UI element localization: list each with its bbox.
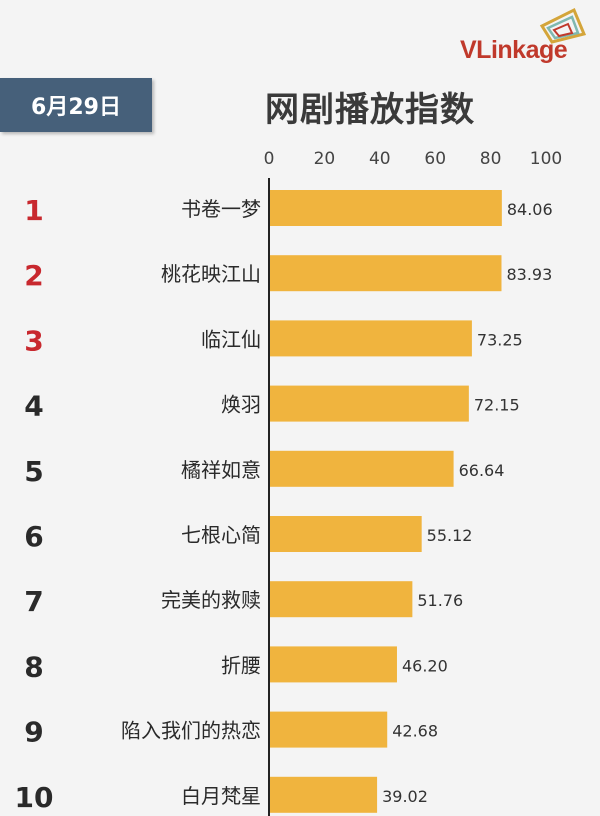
value-label: 84.06 — [507, 200, 553, 219]
chart-row: 7 完美的救赎 51.76 — [24, 581, 463, 618]
value-label: 73.25 — [477, 330, 523, 349]
logo-text: VLinkage — [460, 36, 568, 64]
rank-number: 5 — [24, 455, 43, 488]
value-label: 83.93 — [506, 265, 552, 284]
category-label: 白月梵星 — [181, 784, 261, 808]
x-tick-label: 40 — [369, 149, 391, 169]
rank-number: 10 — [15, 781, 54, 814]
date-badge: 6月29日 — [0, 78, 152, 132]
bar — [270, 581, 413, 618]
chart-row: 6 七根心简 55.12 — [24, 516, 472, 553]
chart-row: 8 折腰 46.20 — [24, 646, 448, 683]
value-label: 39.02 — [382, 787, 428, 806]
x-tick-label: 100 — [530, 149, 562, 169]
category-label: 书卷一梦 — [181, 197, 261, 221]
rank-number: 4 — [24, 390, 43, 423]
category-label: 折腰 — [221, 653, 261, 677]
bar — [270, 190, 502, 226]
x-tick-label: 60 — [424, 149, 446, 169]
bar — [270, 385, 469, 422]
chart-row: 2 桃花映江山 83.93 — [24, 255, 552, 292]
bar — [270, 711, 388, 748]
chart-row: 10 白月梵星 39.02 — [15, 776, 428, 814]
rank-number: 3 — [24, 324, 43, 357]
x-tick-label: 80 — [480, 149, 502, 169]
chart-row: 9 陷入我们的热恋 42.68 — [24, 711, 438, 749]
chart-row: 4 焕羽 72.15 — [24, 385, 520, 423]
category-label: 完美的救赎 — [161, 588, 261, 612]
category-label: 临江仙 — [201, 327, 261, 351]
rank-number: 7 — [24, 585, 43, 618]
rank-number: 8 — [24, 650, 43, 683]
bar — [270, 516, 422, 552]
value-label: 66.64 — [459, 461, 505, 480]
value-label: 72.15 — [474, 396, 520, 415]
x-tick-label: 0 — [264, 149, 275, 169]
category-label: 橘祥如意 — [181, 458, 261, 482]
category-label: 桃花映江山 — [161, 262, 261, 286]
vlinkage-logo: VLinkage — [454, 6, 600, 66]
value-label: 46.20 — [402, 656, 448, 675]
chart-row: 3 临江仙 73.25 — [24, 320, 523, 357]
category-label: 焕羽 — [221, 393, 261, 417]
x-tick-label: 20 — [314, 149, 336, 169]
rank-number: 9 — [24, 716, 43, 749]
value-label: 42.68 — [392, 722, 438, 741]
category-label: 陷入我们的热恋 — [121, 719, 261, 743]
bar — [270, 450, 454, 487]
logo-mark-icon — [539, 7, 587, 44]
bar — [270, 320, 472, 357]
rank-number: 6 — [24, 520, 43, 553]
chart-row: 1 书卷一梦 84.06 — [24, 190, 553, 227]
rank-number: 2 — [24, 259, 43, 292]
chart-row: 5 橘祥如意 66.64 — [24, 450, 505, 488]
category-label: 七根心简 — [181, 523, 261, 547]
value-label: 51.76 — [417, 591, 463, 610]
rank-number: 1 — [24, 194, 43, 227]
bar — [270, 255, 502, 292]
value-label: 55.12 — [427, 526, 473, 545]
bar — [270, 646, 397, 683]
chart-title: 网剧播放指数 — [265, 90, 475, 130]
bar — [270, 776, 378, 813]
